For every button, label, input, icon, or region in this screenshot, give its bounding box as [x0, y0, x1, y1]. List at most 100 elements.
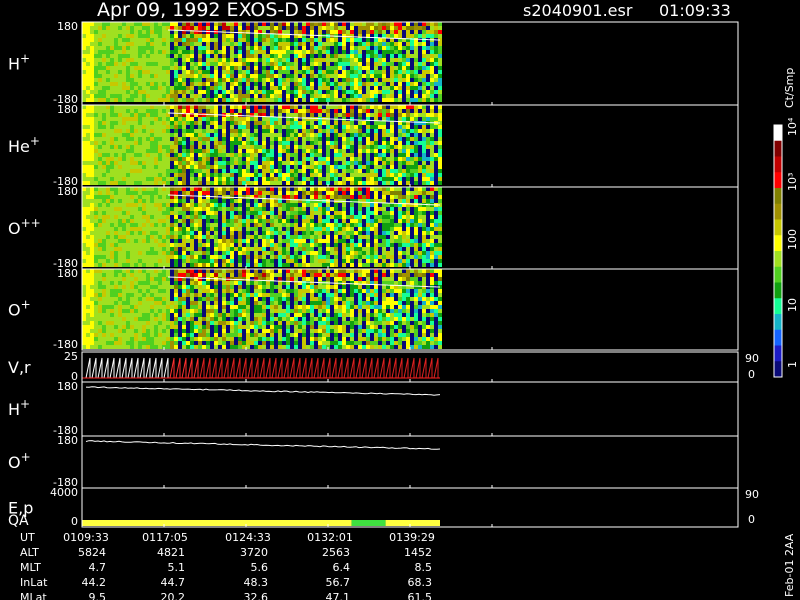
spectrogram-cell — [182, 30, 186, 34]
spectrogram-cell — [362, 177, 366, 181]
spectrogram-cell — [386, 137, 390, 141]
spectrogram-cell — [90, 165, 94, 169]
spectrogram-cell — [314, 235, 318, 239]
spectrogram-cell — [194, 62, 198, 66]
spectrogram-cell — [206, 243, 210, 247]
spectrogram-cell — [410, 54, 414, 58]
spectrogram-cell — [322, 153, 326, 157]
spectrogram-cell — [374, 62, 378, 66]
spectrogram-cell — [202, 191, 206, 195]
spectrogram-cell — [170, 187, 174, 191]
spectrogram-cell — [214, 50, 218, 54]
spectrogram-cell — [106, 169, 110, 173]
spectrogram-cell — [150, 263, 154, 267]
spectrogram-cell — [366, 157, 370, 161]
spectrogram-cell — [126, 121, 130, 125]
spectrogram-cell — [122, 227, 126, 231]
spectrogram-cell — [258, 58, 262, 62]
spectrogram-cell — [122, 133, 126, 137]
spectrogram-cell — [258, 157, 262, 161]
spectrogram-cell — [98, 30, 102, 34]
spectrogram-cell — [350, 173, 354, 177]
spectrogram-cell — [194, 137, 198, 141]
spectrogram-cell — [130, 133, 134, 137]
spectrogram-cell — [222, 133, 226, 137]
spectrogram-cell — [150, 137, 154, 141]
spectrogram-cell — [134, 98, 138, 102]
spectrogram-cell — [106, 153, 110, 157]
spectrogram-cell — [378, 98, 382, 102]
spectrogram-cell — [286, 22, 290, 26]
spectrogram-cell — [378, 22, 382, 26]
spectrogram-cell — [126, 263, 130, 267]
spectrogram-cell — [338, 207, 342, 211]
spectrogram-cell — [430, 149, 434, 153]
spectrogram-cell — [282, 74, 286, 78]
spectrogram-cell — [394, 113, 398, 117]
spectrogram-cell — [162, 211, 166, 215]
spectrogram-cell — [270, 133, 274, 137]
spectrogram-cell — [290, 58, 294, 62]
spectrogram-cell — [282, 86, 286, 90]
spectrogram-cell — [310, 247, 314, 251]
spectrogram-cell — [226, 70, 230, 74]
spectrogram-cell — [146, 203, 150, 207]
spectrogram-cell — [206, 42, 210, 46]
spectrogram-cell — [286, 239, 290, 243]
spectrogram-cell — [146, 50, 150, 54]
spectrogram-cell — [182, 255, 186, 259]
spectrogram-cell — [226, 129, 230, 133]
spectrogram-cell — [398, 153, 402, 157]
spectrogram-cell — [154, 181, 158, 185]
spectrogram-cell — [214, 169, 218, 173]
spectrogram-cell — [166, 259, 170, 263]
spectrogram-cell — [198, 129, 202, 133]
spectrogram-cell — [122, 26, 126, 30]
spectrogram-cell — [378, 181, 382, 185]
spectrogram-cell — [350, 153, 354, 157]
spectrogram-cell — [394, 165, 398, 169]
spectrogram-cell — [354, 34, 358, 38]
spectrogram-cell — [378, 161, 382, 165]
spectrogram-cell — [310, 70, 314, 74]
spectrogram-cell — [346, 26, 350, 30]
spectrogram-cell — [322, 78, 326, 82]
spectrogram-cell — [290, 203, 294, 207]
spectrogram-cell — [410, 153, 414, 157]
spectrogram-cell — [202, 46, 206, 50]
spectrogram-cell — [202, 173, 206, 177]
spectrogram-cell — [190, 203, 194, 207]
spectrogram-cell — [294, 255, 298, 259]
spectrogram-cell — [406, 54, 410, 58]
spectrogram-cell — [218, 54, 222, 58]
spectrogram-cell — [402, 173, 406, 177]
spectrogram-cell — [346, 161, 350, 165]
spectrogram-cell — [90, 195, 94, 199]
spectrogram-cell — [214, 157, 218, 161]
spectrogram-cell — [322, 58, 326, 62]
spectrogram-cell — [310, 223, 314, 227]
spectrogram-cell — [114, 191, 118, 195]
spectrogram-cell — [334, 219, 338, 223]
spectrogram-cell — [98, 26, 102, 30]
spectrogram-cell — [150, 177, 154, 181]
spectrogram-cell — [258, 70, 262, 74]
spectrogram-cell — [430, 157, 434, 161]
spectrogram-cell — [386, 157, 390, 161]
spectrogram-cell — [330, 181, 334, 185]
spectrogram-cell — [190, 78, 194, 82]
spectrogram-cell — [278, 117, 282, 121]
spectrogram-cell — [138, 121, 142, 125]
spectrogram-cell — [266, 137, 270, 141]
spectrogram-cell — [354, 105, 358, 109]
spectrogram-cell — [158, 255, 162, 259]
y-min-label: -180 — [53, 175, 78, 188]
spectrogram-cell — [146, 187, 150, 191]
spectrogram-cell — [146, 117, 150, 121]
spectrogram-cell — [402, 70, 406, 74]
spectrogram-cell — [438, 94, 442, 98]
spectrogram-cell — [414, 161, 418, 165]
spectrogram-cell — [94, 161, 98, 165]
spectrogram-cell — [294, 98, 298, 102]
spectrogram-cell — [210, 66, 214, 70]
